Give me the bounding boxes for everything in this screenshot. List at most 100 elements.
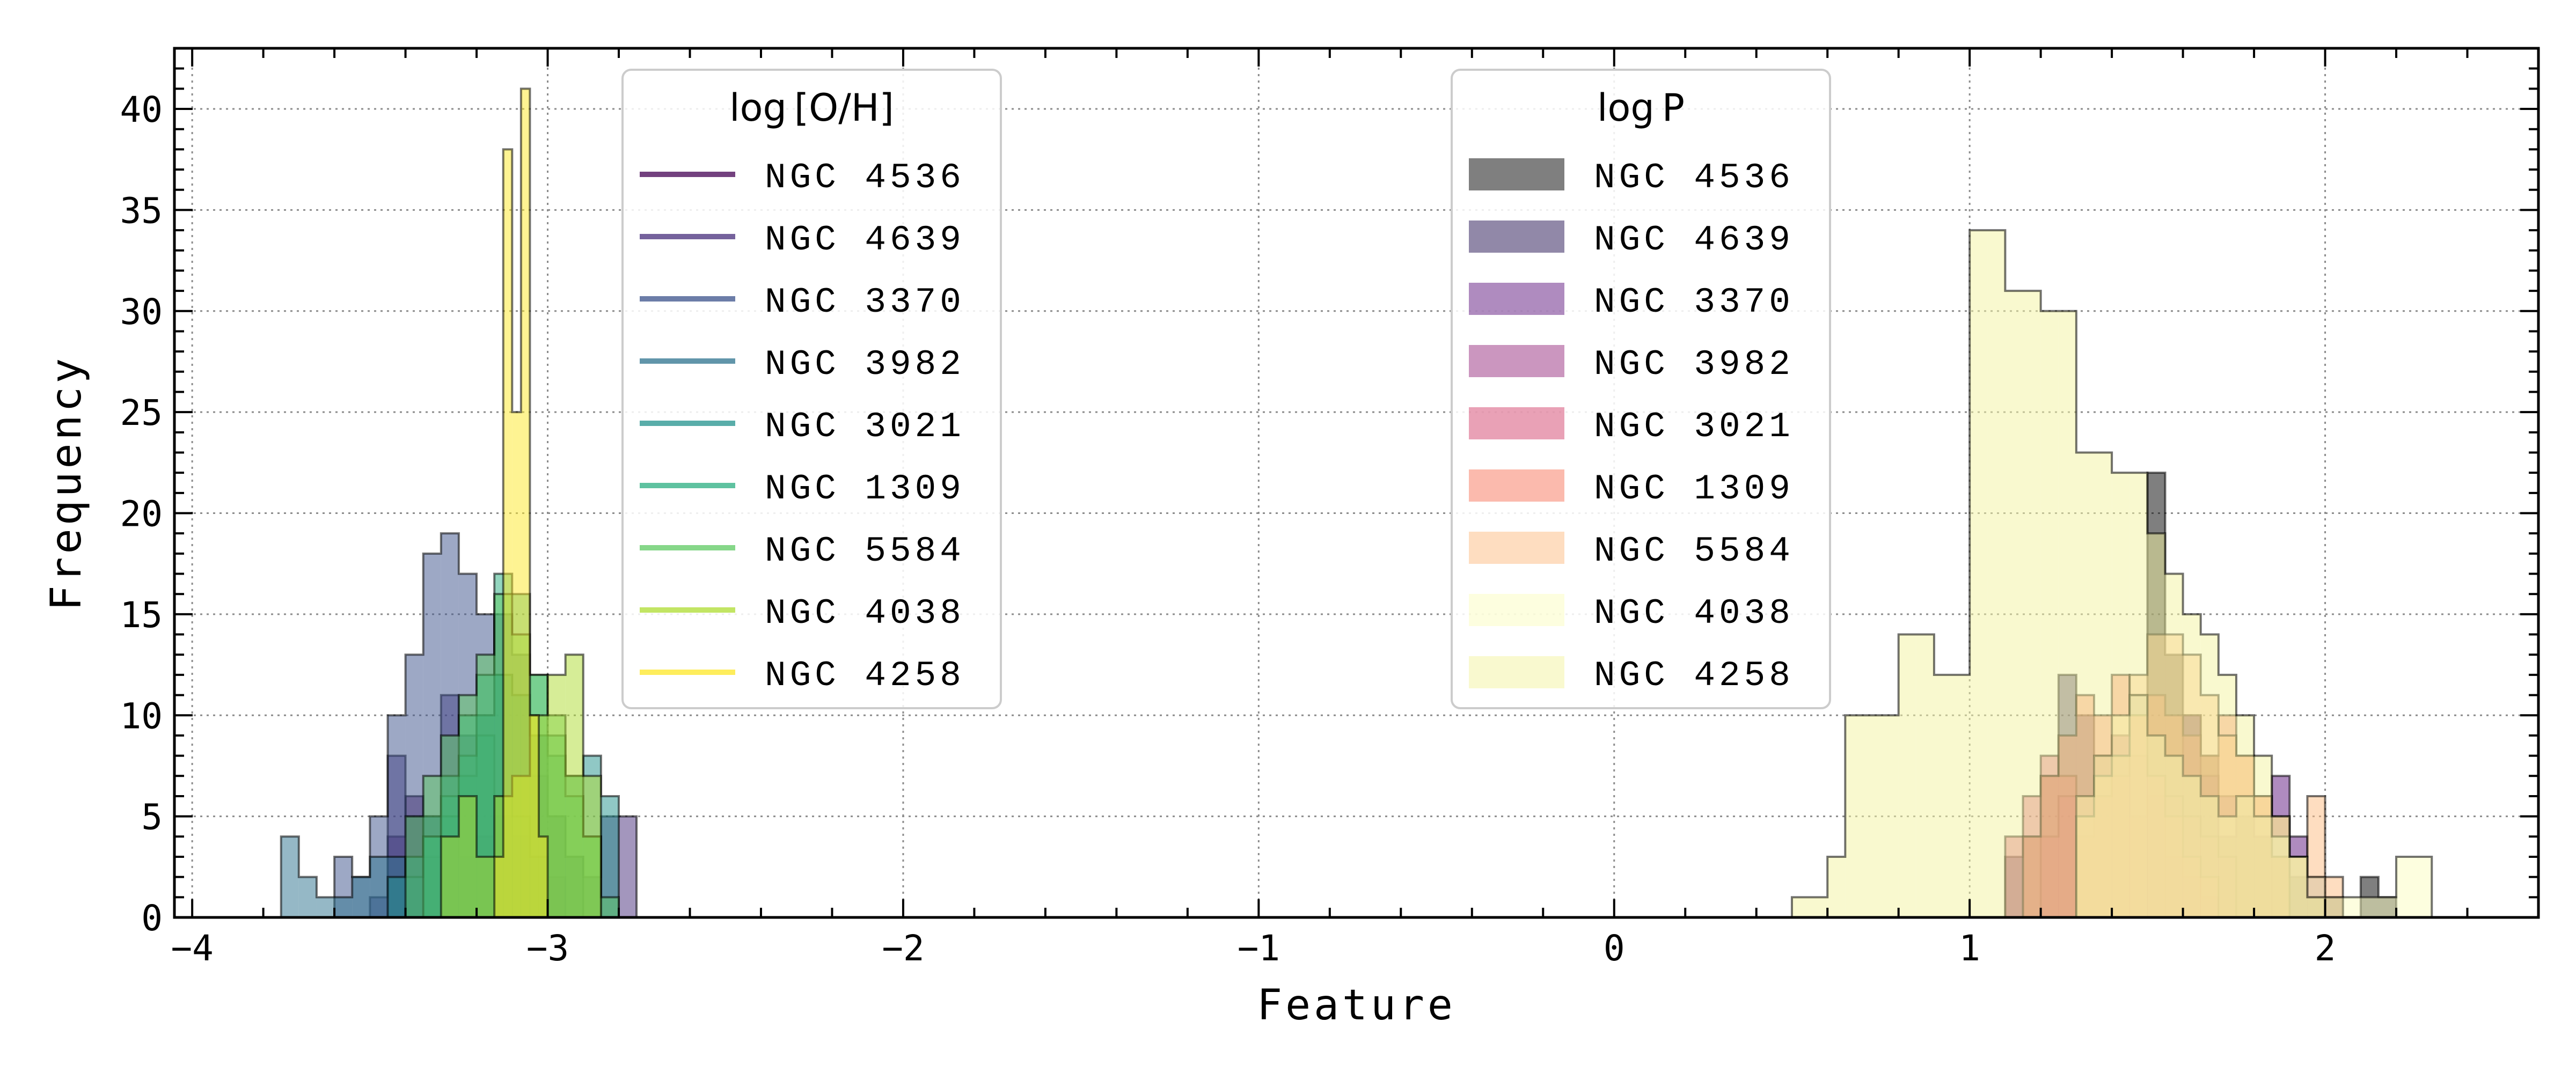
histogram-bar — [1810, 897, 1828, 917]
histogram-outline — [493, 87, 549, 917]
y-tick-label: 0 — [141, 898, 163, 939]
legend-patch-swatch — [1469, 283, 1564, 315]
legend-patch-swatch — [1469, 656, 1564, 688]
histogram-bar — [1791, 897, 1810, 917]
log-oh-histograms — [280, 87, 638, 918]
x-tick-label: −3 — [526, 928, 569, 969]
histogram-bar — [2218, 674, 2236, 917]
histogram-bar — [423, 776, 441, 917]
legend-entry-label: NGC 4038 — [765, 593, 965, 634]
legend-patch-swatch — [1469, 407, 1564, 439]
histogram-bar — [538, 836, 548, 917]
x-axis-label: Feature — [1257, 981, 1456, 1030]
histogram-bar — [2058, 311, 2076, 917]
legend-entry-label: NGC 4639 — [1594, 220, 1794, 260]
histogram-bar — [1952, 674, 1970, 917]
legend-entry-label: NGC 4258 — [1594, 656, 1794, 696]
histogram-bar — [2272, 816, 2290, 917]
legend-patch-swatch — [1469, 532, 1564, 564]
y-tick-label: 35 — [120, 190, 163, 231]
log-p-histograms — [1790, 229, 2433, 918]
histogram-bar — [370, 856, 388, 917]
axis-ticks — [174, 47, 2540, 918]
histogram-bar — [2112, 473, 2130, 917]
legend-entry-label: NGC 4536 — [765, 158, 965, 198]
histogram-bar — [2343, 897, 2361, 917]
x-tick-label: −2 — [882, 928, 924, 969]
legend-patch-swatch — [1469, 158, 1564, 190]
legend-entry-label: NGC 4536 — [1594, 158, 1794, 198]
histogram-bar — [352, 877, 370, 917]
histogram-ngc-4258 — [1790, 229, 2326, 917]
histogram-bar — [2040, 311, 2059, 917]
x-tick-label: −1 — [1238, 928, 1280, 969]
histogram-bar — [512, 412, 521, 917]
y-tick-label: 5 — [141, 797, 163, 838]
histogram-bar — [2378, 897, 2397, 917]
histogram-bar — [2414, 856, 2432, 917]
histogram-bar — [583, 776, 601, 917]
histogram-bar — [521, 89, 530, 917]
histogram-bar — [1934, 674, 1952, 917]
histogram-bar — [2325, 897, 2343, 917]
histogram-bar — [2183, 614, 2201, 917]
histogram-bar — [2360, 897, 2379, 917]
histogram-bar — [298, 877, 317, 917]
histogram-bar — [2396, 856, 2414, 917]
histogram-bar — [619, 816, 637, 917]
y-tick-label: 15 — [120, 594, 163, 636]
y-tick-label: 10 — [120, 695, 163, 737]
histogram-bar — [477, 856, 495, 917]
legend-entry-label: NGC 3370 — [765, 282, 965, 322]
histogram-bar — [2165, 574, 2183, 917]
histogram-bar — [1916, 634, 1934, 917]
legend-title: log P — [1597, 86, 1685, 130]
legend-entry-label: NGC 3982 — [765, 344, 965, 385]
histogram-bar — [547, 674, 566, 917]
legend-entry-label: NGC 3021 — [765, 407, 965, 447]
legend-entry-label: NGC 4038 — [1594, 593, 1794, 634]
histogram-bar — [2094, 452, 2112, 917]
y-axis-label: Frequency — [42, 355, 91, 611]
histogram-bar — [387, 877, 406, 917]
legend-entry-label: NGC 4639 — [765, 220, 965, 260]
legend-entry-label: NGC 3370 — [1594, 282, 1794, 322]
histogram-bar — [2023, 291, 2041, 917]
y-tick-label: 20 — [120, 494, 163, 535]
legend-entry-label: NGC 1309 — [1594, 469, 1794, 509]
histogram-outline — [1790, 229, 2326, 917]
legend-title: log [O/H] — [729, 86, 894, 130]
histogram-bar — [1845, 715, 1863, 917]
x-tick-label: 2 — [2315, 928, 2336, 969]
histogram-bar — [2200, 634, 2219, 917]
histogram-bar — [503, 149, 513, 918]
histogram-bar — [1880, 715, 1899, 917]
legend-patch-swatch — [1469, 594, 1564, 626]
y-tick-label: 30 — [120, 291, 163, 333]
legend-patch-swatch — [1469, 469, 1564, 502]
legend-patch-swatch — [1469, 221, 1564, 253]
histogram-ngc-4258 — [493, 87, 549, 918]
legend-entry-label: NGC 3982 — [1594, 344, 1794, 385]
y-tick-label: 25 — [120, 392, 163, 433]
legend-entry-label: NGC 1309 — [765, 469, 965, 509]
plot-frame — [173, 47, 2540, 919]
legend-entry-label: NGC 3021 — [1594, 407, 1794, 447]
legend-entry-label: NGC 4258 — [765, 656, 965, 696]
histogram-bar — [316, 897, 335, 917]
histogram-bar — [2076, 452, 2094, 917]
histogram-bar — [530, 715, 539, 917]
histogram-bar — [2254, 755, 2272, 917]
histogram-bar — [458, 796, 477, 917]
histogram-bar — [1863, 715, 1881, 917]
histogram-bar — [2147, 533, 2165, 917]
legend-log-oh: log [O/H] NGC 4536 NGC 4639 NGC 3370 NGC 398… — [621, 69, 1002, 709]
histogram-bar — [1970, 230, 1988, 917]
legend-log-p: log P NGC 4536 NGC 4639 NGC 3370 NGC 3982 NGC… — [1451, 69, 1831, 709]
histogram-bar — [334, 897, 353, 917]
histogram-bar — [441, 836, 459, 917]
x-tick-label: 0 — [1604, 928, 1625, 969]
histogram-bar — [2307, 897, 2325, 917]
histogram-bar — [2289, 856, 2308, 917]
